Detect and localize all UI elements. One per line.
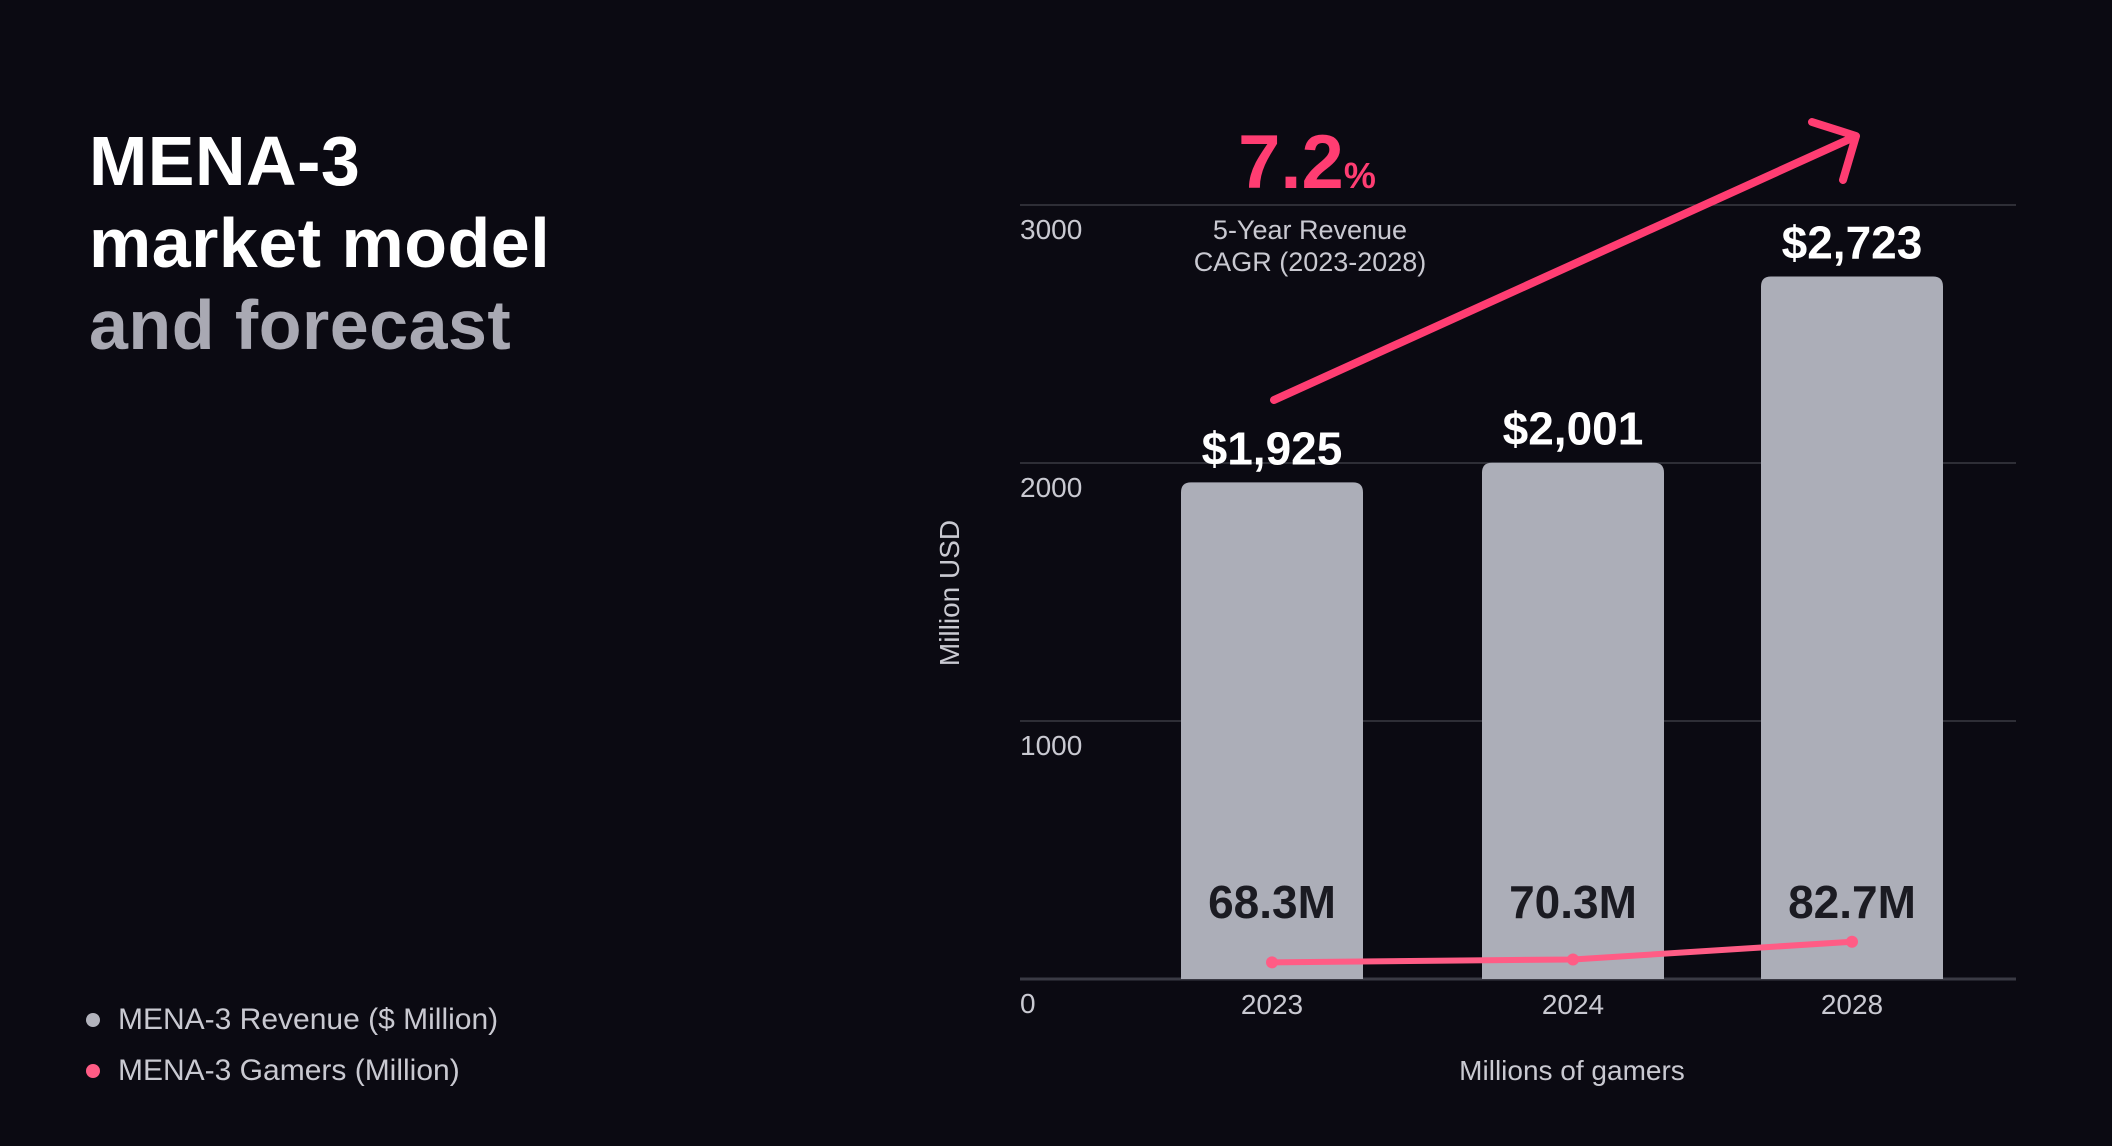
title-line-3: and forecast bbox=[89, 286, 512, 364]
gamers-data-label: 68.3M bbox=[1208, 876, 1336, 928]
y-tick-label: 0 bbox=[1020, 988, 1036, 1019]
legend-dot-icon bbox=[86, 1013, 100, 1027]
gamers-point bbox=[1567, 953, 1579, 966]
growth-arrow-icon bbox=[1270, 118, 1860, 404]
x-tick-label: 2028 bbox=[1821, 989, 1883, 1020]
cagr-label-line2: CAGR (2023-2028) bbox=[1194, 247, 1427, 277]
y-tick-label: 2000 bbox=[1020, 472, 1082, 503]
revenue-data-label: $1,925 bbox=[1202, 422, 1343, 474]
revenue-data-label: $2,001 bbox=[1503, 403, 1644, 455]
y-tick-label: 3000 bbox=[1020, 214, 1082, 245]
revenue-data-label: $2,723 bbox=[1782, 216, 1923, 268]
x-tick-label: 2023 bbox=[1241, 989, 1303, 1020]
legend-label: MENA-3 Gamers (Million) bbox=[118, 1054, 460, 1087]
page-title: MENA-3 market model and forecast bbox=[89, 120, 550, 366]
gamers-data-label: 82.7M bbox=[1788, 876, 1916, 928]
legend-label: MENA-3 Revenue ($ Million) bbox=[118, 1003, 499, 1036]
x-tick-label: 2024 bbox=[1542, 989, 1604, 1020]
revenue-bar bbox=[1761, 276, 1943, 979]
title-line-2: market model bbox=[89, 204, 551, 282]
legend-dot-icon bbox=[86, 1064, 100, 1078]
revenue-bar bbox=[1181, 482, 1363, 979]
x-axis-label: Millions of gamers bbox=[1459, 1055, 1685, 1086]
legend-item-gamers: MENA-3 Gamers (Million) bbox=[86, 1054, 460, 1088]
y-tick-label: 1000 bbox=[1020, 730, 1082, 761]
cagr-value: 7.2% bbox=[1238, 120, 1376, 205]
legend-item-revenue: MENA-3 Revenue ($ Million) bbox=[86, 1003, 498, 1037]
gamers-point bbox=[1846, 935, 1858, 948]
revenue-bar bbox=[1482, 462, 1664, 979]
gamers-data-label: 70.3M bbox=[1509, 876, 1637, 928]
cagr-label-line1: 5-Year Revenue bbox=[1213, 215, 1407, 245]
y-axis-label: Million USD bbox=[934, 520, 965, 666]
gamers-point bbox=[1266, 956, 1278, 969]
title-line-1: MENA-3 bbox=[89, 122, 361, 200]
